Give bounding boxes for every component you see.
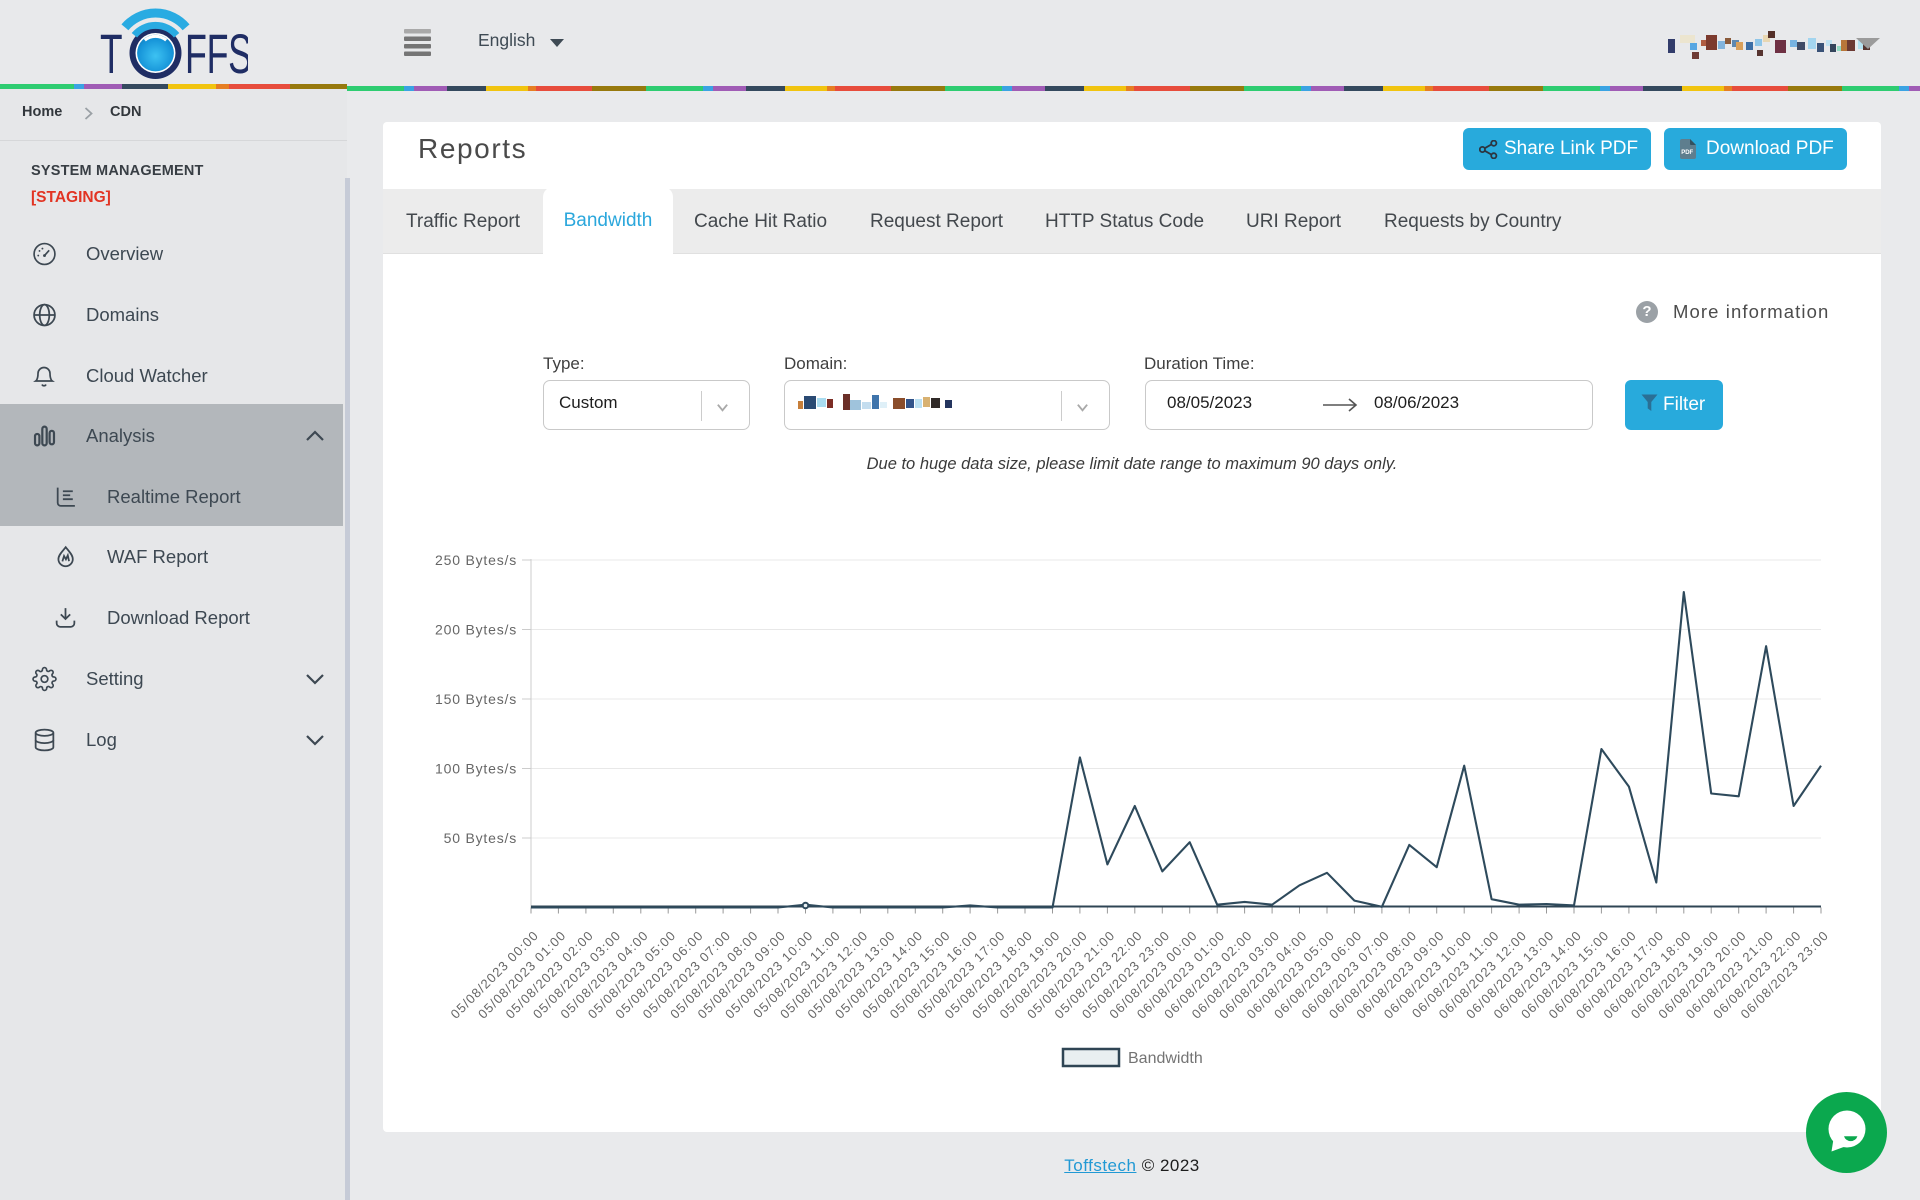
svg-text:FFS: FFS — [185, 22, 248, 82]
svg-text:150 Bytes/s: 150 Bytes/s — [435, 691, 517, 707]
svg-text:100 Bytes/s: 100 Bytes/s — [435, 761, 517, 777]
svg-text:T: T — [100, 23, 123, 82]
svg-text:50 Bytes/s: 50 Bytes/s — [444, 830, 517, 846]
svg-text:200 Bytes/s: 200 Bytes/s — [435, 622, 517, 638]
svg-text:Bandwidth: Bandwidth — [1128, 1050, 1203, 1067]
svg-text:PDF: PDF — [1681, 150, 1693, 156]
svg-text:250 Bytes/s: 250 Bytes/s — [435, 552, 517, 568]
